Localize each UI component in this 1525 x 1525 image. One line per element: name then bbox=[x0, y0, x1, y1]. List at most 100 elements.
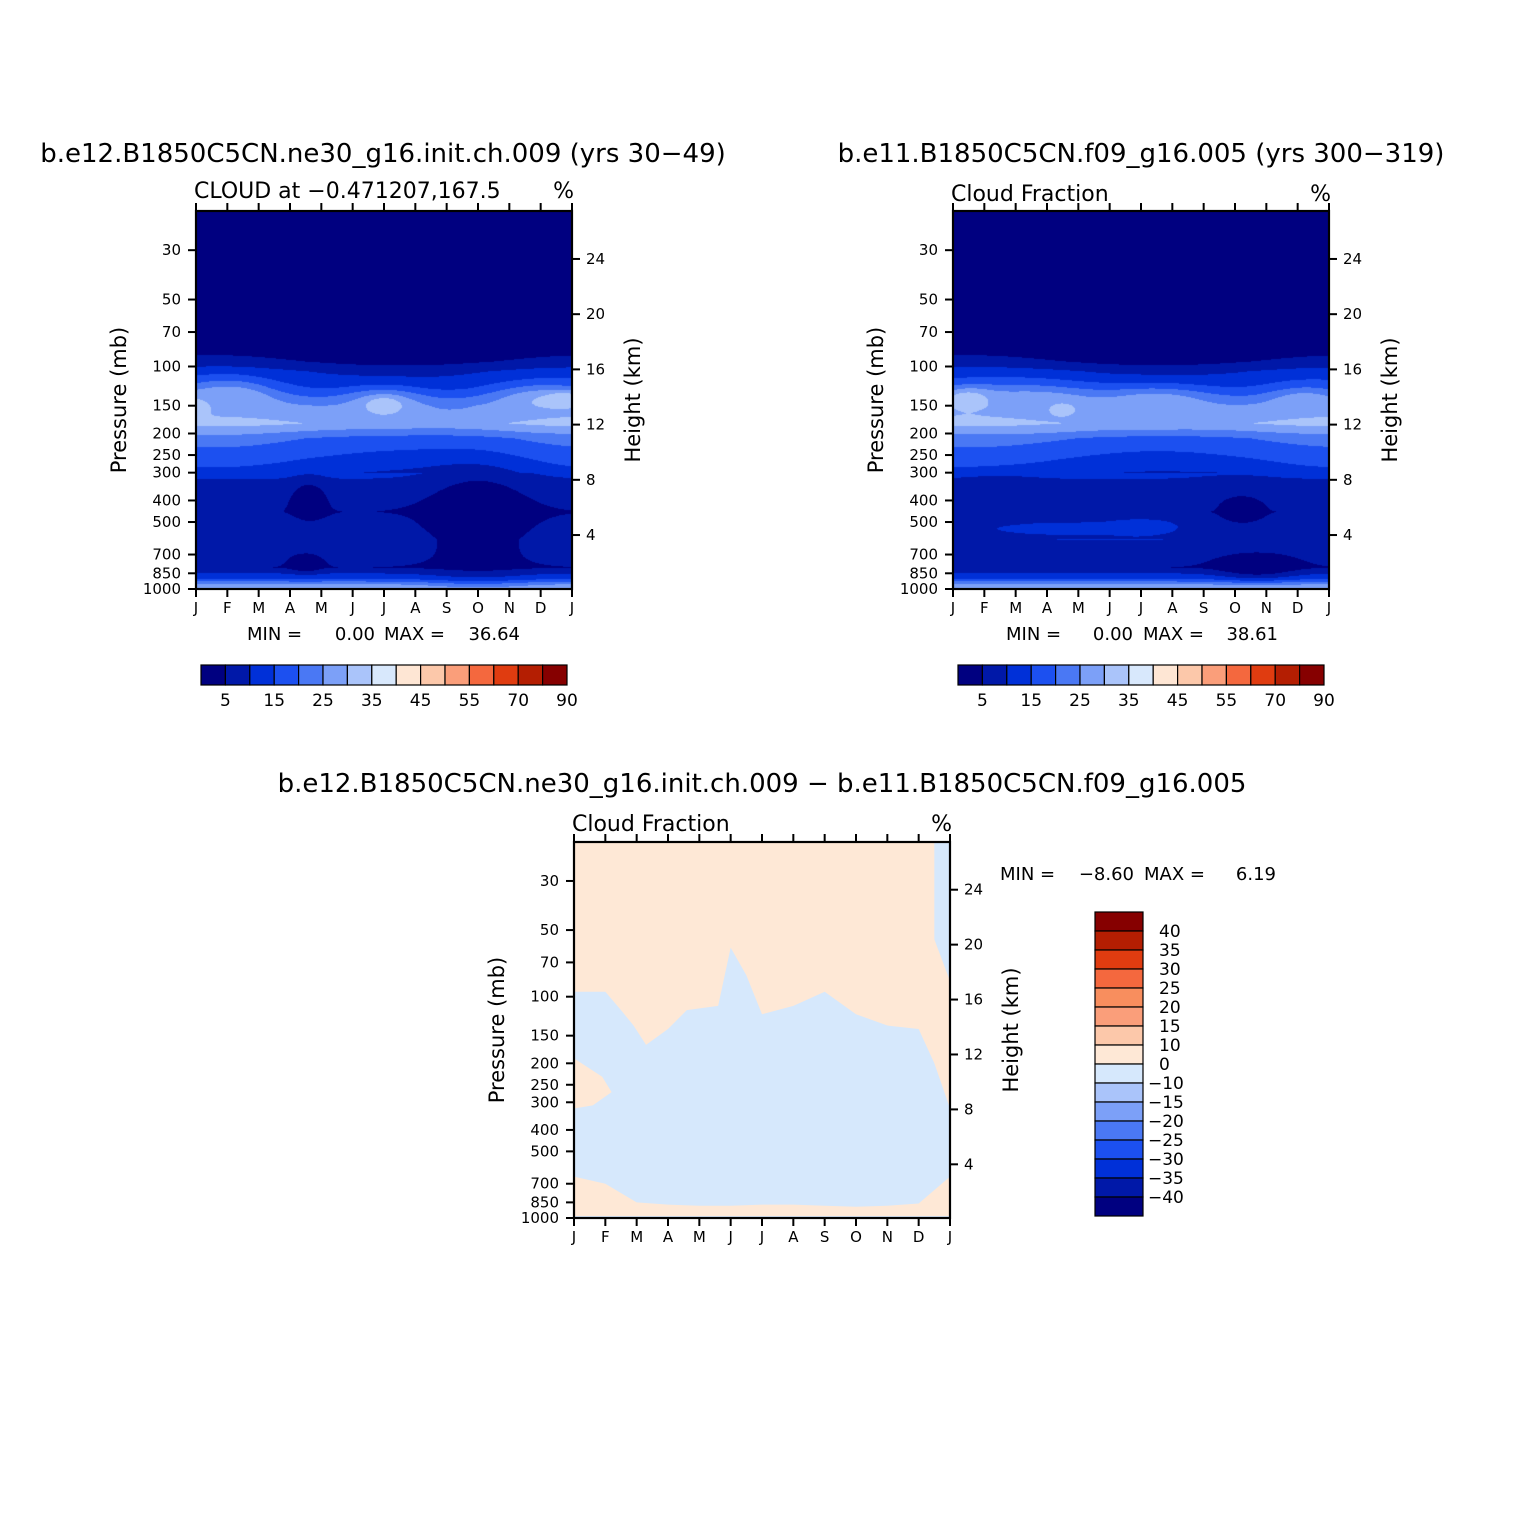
colorbar-box bbox=[1094, 1101, 1144, 1122]
x-tick-label: F bbox=[980, 599, 989, 617]
y-tick-label: 700 bbox=[530, 1175, 559, 1193]
left-label: Cloud Fraction bbox=[572, 812, 730, 837]
left-label: Cloud Fraction bbox=[951, 182, 1109, 207]
contour-field bbox=[196, 211, 572, 589]
x-tick-label: O bbox=[472, 599, 484, 617]
y-tick-label: 30 bbox=[540, 872, 559, 890]
colorbar-label: −25 bbox=[1148, 1131, 1184, 1151]
colorbar-box bbox=[468, 664, 495, 686]
colorbar-label: −10 bbox=[1148, 1074, 1184, 1094]
y2-tick-label: 4 bbox=[964, 1155, 974, 1173]
colorbar-label: 0 bbox=[1159, 1055, 1170, 1075]
y-tick-label: 150 bbox=[909, 397, 938, 415]
x-tick-label: J bbox=[727, 1228, 732, 1246]
y-axis-label: Pressure (mb) bbox=[864, 327, 888, 474]
y-tick-label: 200 bbox=[530, 1054, 559, 1072]
colorbar-box bbox=[1094, 911, 1144, 932]
y-tick-label: 300 bbox=[909, 464, 938, 482]
y-tick-label: 300 bbox=[530, 1093, 559, 1111]
y-tick-label: 50 bbox=[919, 291, 938, 309]
colorbar-label: −35 bbox=[1148, 1169, 1184, 1189]
positive-pocket bbox=[574, 1058, 612, 1109]
colorbar-label: 20 bbox=[1159, 998, 1181, 1018]
x-tick-label: J bbox=[569, 599, 574, 617]
x-tick-label: J bbox=[349, 599, 354, 617]
colorbar-label: 25 bbox=[1069, 691, 1091, 711]
y2-tick-label: 16 bbox=[964, 991, 983, 1009]
colorbar-box bbox=[298, 664, 324, 686]
stat-min-label: MIN = bbox=[247, 624, 302, 645]
y-tick-label: 300 bbox=[152, 464, 181, 482]
x-tick-label: F bbox=[223, 599, 232, 617]
stat-min-value: 0.00 bbox=[1093, 624, 1133, 645]
negative-region bbox=[574, 947, 950, 1207]
colorbar-box bbox=[1094, 1025, 1144, 1046]
stat-min-value: 0.00 bbox=[335, 624, 375, 645]
y-tick-label: 50 bbox=[162, 291, 181, 309]
y2-tick-label: 24 bbox=[1343, 250, 1362, 268]
panel-title: b.e11.B1850C5CN.f09_g16.005 (yrs 300−319… bbox=[838, 139, 1445, 169]
y-tick-label: 250 bbox=[152, 446, 181, 464]
y-tick-label: 100 bbox=[909, 358, 938, 376]
x-tick-label: D bbox=[535, 599, 547, 617]
y-tick-label: 500 bbox=[530, 1142, 559, 1160]
colorbar-box bbox=[346, 664, 373, 686]
x-tick-label: A bbox=[410, 599, 421, 617]
x-tick-label: J bbox=[381, 599, 386, 617]
colorbar-box bbox=[1094, 1006, 1144, 1027]
colorbar-label: 70 bbox=[507, 691, 529, 711]
colorbar-box bbox=[1094, 1120, 1144, 1141]
colorbar-box bbox=[541, 664, 568, 686]
y2-tick-label: 4 bbox=[586, 526, 596, 544]
negative-wedge bbox=[934, 842, 950, 982]
y-tick-label: 70 bbox=[919, 323, 938, 341]
colorbar-box bbox=[1094, 968, 1144, 989]
x-tick-label: M bbox=[693, 1228, 706, 1246]
y-tick-label: 200 bbox=[152, 424, 181, 442]
y-tick-label: 400 bbox=[909, 491, 938, 509]
colorbar-label: 25 bbox=[312, 691, 334, 711]
colorbar: 5 15 25 35 45 55 70 90 bbox=[957, 664, 1335, 711]
stat-max-value: 6.19 bbox=[1236, 864, 1276, 885]
colorbar-label: −20 bbox=[1148, 1112, 1184, 1132]
colorbar-label: −30 bbox=[1148, 1150, 1184, 1170]
x-tick-label: M bbox=[630, 1228, 643, 1246]
colorbar-box bbox=[493, 664, 519, 686]
colorbar-label: 15 bbox=[1159, 1017, 1181, 1037]
x-tick-label: A bbox=[285, 599, 296, 617]
colorbar-box bbox=[200, 664, 226, 686]
y-tick-label: 400 bbox=[152, 491, 181, 509]
stat-min-label: MIN = bbox=[1000, 864, 1055, 885]
y-tick-label: 850 bbox=[152, 564, 181, 582]
y-tick-label: 250 bbox=[909, 446, 938, 464]
x-tick-label: J bbox=[193, 599, 198, 617]
y-tick-label: 200 bbox=[909, 424, 938, 442]
colorbar-label: 90 bbox=[556, 691, 578, 711]
colorbar-box bbox=[322, 664, 348, 686]
x-tick-label: A bbox=[1042, 599, 1053, 617]
y2-axis-label: Height (km) bbox=[999, 967, 1023, 1092]
x-tick-label: M bbox=[1072, 599, 1085, 617]
colorbar-box bbox=[273, 664, 300, 686]
unit-label: % bbox=[931, 812, 952, 837]
colorbar-box bbox=[444, 664, 470, 686]
y-tick-label: 700 bbox=[909, 546, 938, 564]
x-tick-label: J bbox=[759, 1228, 764, 1246]
stat-min-label: MIN = bbox=[1006, 624, 1061, 645]
colorbar-box bbox=[517, 664, 544, 686]
x-tick-label: N bbox=[1261, 599, 1272, 617]
colorbar-box bbox=[1094, 1139, 1144, 1160]
y-tick-label: 1000 bbox=[521, 1209, 559, 1227]
unit-label: % bbox=[553, 179, 574, 204]
x-tick-label: J bbox=[1106, 599, 1111, 617]
colorbar-box bbox=[1250, 664, 1276, 686]
colorbar-label: 5 bbox=[977, 691, 988, 711]
colorbar-box bbox=[1298, 664, 1325, 686]
panel-title: b.e12.B1850C5CN.ne30_g16.init.ch.009 (yr… bbox=[40, 139, 726, 169]
panel-difference: b.e12.B1850C5CN.ne30_g16.init.ch.009 − b… bbox=[278, 769, 1276, 1246]
colorbar-label: 30 bbox=[1159, 960, 1181, 980]
y2-tick-label: 20 bbox=[1343, 305, 1362, 323]
